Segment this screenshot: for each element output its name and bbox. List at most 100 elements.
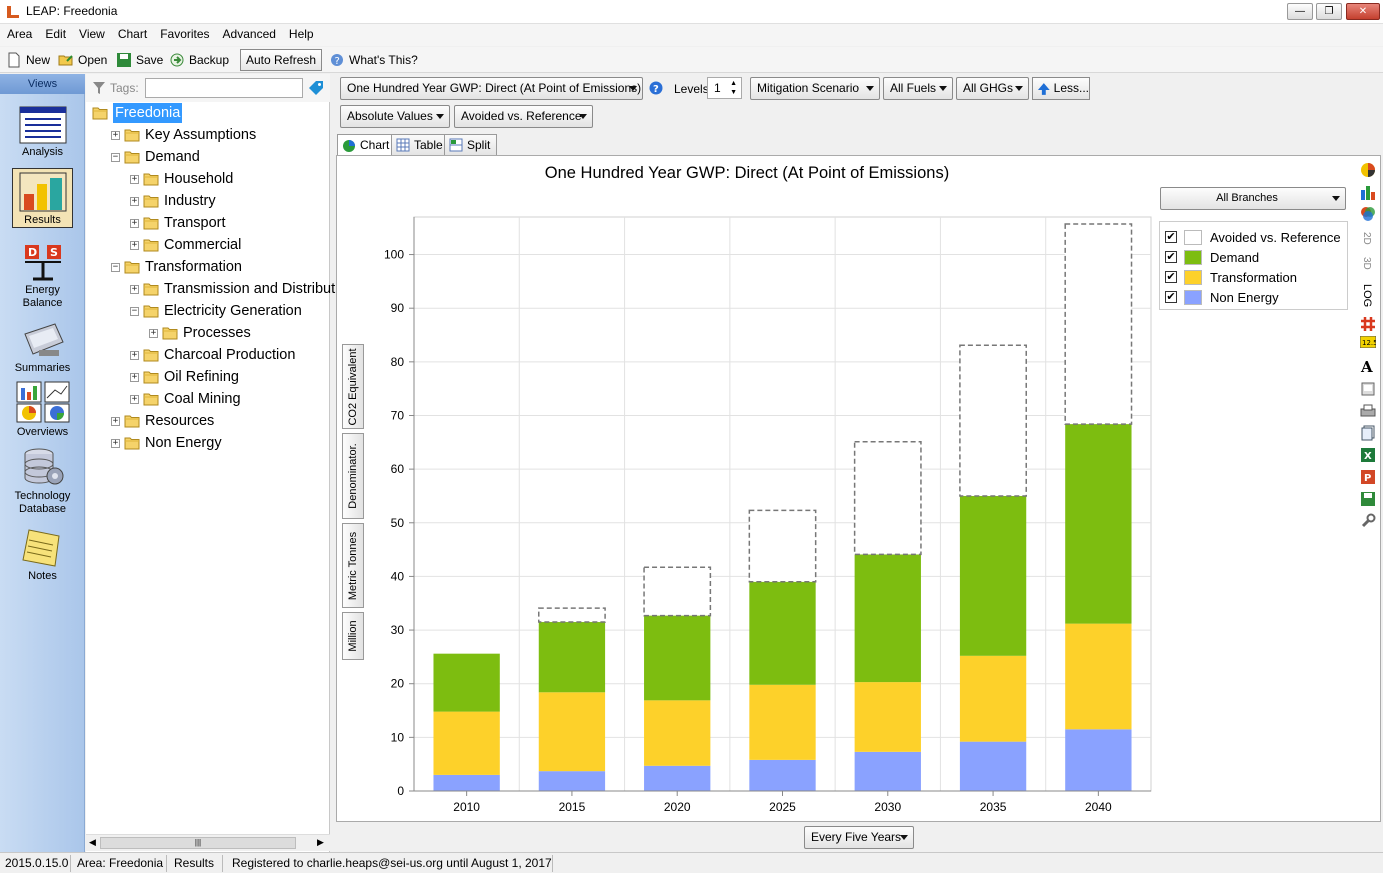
tab-table[interactable]: Table	[391, 134, 450, 155]
copy-icon[interactable]	[1360, 425, 1376, 441]
legend-item[interactable]: ✔ Non Energy	[1165, 288, 1279, 306]
save-chart-icon[interactable]	[1360, 491, 1376, 507]
minimize-button[interactable]: —	[1287, 3, 1313, 20]
expand-icon[interactable]: +	[130, 283, 139, 294]
legend-checkbox[interactable]: ✔	[1165, 291, 1177, 303]
log-scale-toggle[interactable]: LOG	[1361, 284, 1373, 308]
view-overviews[interactable]: Overviews	[0, 380, 85, 439]
menu-chart[interactable]: Chart	[117, 27, 148, 41]
variable-dropdown[interactable]: One Hundred Year GWP: Direct (At Point o…	[340, 77, 643, 100]
tree-node[interactable]: + Transport	[130, 213, 226, 233]
unit-million-button[interactable]: Million	[342, 612, 364, 660]
help-icon[interactable]: ?	[649, 81, 663, 95]
backup-button[interactable]: Backup	[169, 50, 229, 70]
save-button[interactable]: Save	[116, 50, 163, 70]
comparison-dropdown[interactable]: Avoided vs. Reference	[454, 105, 593, 128]
tree-node[interactable]: − Transformation	[111, 257, 242, 277]
ghgs-dropdown[interactable]: All GHGs	[956, 77, 1029, 100]
tree-node[interactable]: Freedonia	[92, 103, 183, 123]
expand-icon[interactable]: +	[130, 239, 139, 250]
expand-icon[interactable]: +	[111, 415, 120, 426]
bar-chart-icon[interactable]	[1360, 184, 1376, 200]
tree-node[interactable]: + Commercial	[130, 235, 241, 255]
tree-node[interactable]: − Electricity Generation	[130, 301, 302, 321]
wrench-icon[interactable]	[1360, 513, 1376, 529]
view-2d-toggle[interactable]: 2D	[1361, 232, 1372, 245]
view-notes[interactable]: Notes	[0, 526, 85, 583]
tree-node[interactable]: + Key Assumptions	[111, 125, 256, 145]
values-mode-dropdown[interactable]: Absolute Values	[340, 105, 450, 128]
print-icon[interactable]	[1360, 403, 1376, 419]
expand-icon[interactable]: +	[130, 349, 139, 360]
tree-horizontal-scrollbar[interactable]: ◀ ||| ▶	[86, 834, 330, 851]
tree-node[interactable]: − Demand	[111, 147, 200, 167]
tree-node[interactable]: + Industry	[130, 191, 216, 211]
levels-spinner[interactable]: 1 ▲ ▼	[707, 77, 742, 99]
powerpoint-icon[interactable]: P	[1360, 469, 1376, 485]
tree-node[interactable]: + Charcoal Production	[130, 345, 295, 365]
menu-advanced[interactable]: Advanced	[222, 27, 276, 41]
view-3d-toggle[interactable]: 3D	[1361, 257, 1372, 270]
tree-node[interactable]: + Coal Mining	[130, 389, 241, 409]
menu-favorites[interactable]: Favorites	[160, 27, 210, 41]
menu-view[interactable]: View	[79, 27, 105, 41]
menu-area[interactable]: Area	[7, 27, 33, 41]
view-summaries[interactable]: Summaries	[0, 320, 85, 375]
menu-edit[interactable]: Edit	[45, 27, 67, 41]
expand-icon[interactable]: +	[130, 371, 139, 382]
tab-chart[interactable]: Chart	[337, 134, 397, 156]
legend-checkbox[interactable]: ✔	[1165, 231, 1177, 243]
whats-this-button[interactable]: ? What's This?	[329, 50, 418, 70]
view-technology-database[interactable]: Technology Database	[0, 446, 85, 516]
view-analysis[interactable]: Analysis	[0, 106, 85, 159]
tree-node[interactable]: + Oil Refining	[130, 367, 239, 387]
less-button[interactable]: Less...	[1032, 77, 1090, 100]
legend-item[interactable]: ✔ Demand	[1165, 248, 1259, 266]
scroll-thumb[interactable]: |||	[100, 837, 296, 849]
excel-icon[interactable]: X	[1360, 447, 1376, 463]
tree-node[interactable]: + Resources	[111, 411, 214, 431]
copy-image-icon[interactable]	[1360, 381, 1376, 397]
filter-funnel-icon[interactable]	[92, 81, 106, 95]
scenario-dropdown[interactable]: Mitigation Scenario	[750, 77, 880, 100]
scroll-left-arrow-icon[interactable]: ◀	[89, 837, 96, 847]
tab-split[interactable]: Split	[444, 134, 498, 155]
restore-button[interactable]: ❐	[1316, 3, 1342, 20]
expand-icon[interactable]: +	[130, 195, 139, 206]
close-button[interactable]: ✕	[1346, 3, 1380, 20]
collapse-icon[interactable]: −	[111, 261, 120, 272]
expand-icon[interactable]: +	[149, 327, 158, 338]
tree-node[interactable]: + Non Energy	[111, 433, 222, 453]
grid-hash-icon[interactable]	[1360, 316, 1376, 332]
auto-refresh-button[interactable]: Auto Refresh	[240, 49, 323, 71]
new-button[interactable]: New	[6, 50, 50, 70]
expand-icon[interactable]: +	[111, 129, 120, 140]
unit-denominator-button[interactable]: Denominator.	[342, 433, 364, 519]
expand-icon[interactable]: +	[111, 437, 120, 448]
unit-co2-equivalent-button[interactable]: CO2 Equivalent	[342, 344, 364, 429]
legend-item[interactable]: ✔ Avoided vs. Reference	[1165, 228, 1341, 246]
spinner-arrows-icon[interactable]: ▲ ▼	[730, 80, 737, 96]
fuels-dropdown[interactable]: All Fuels	[883, 77, 953, 100]
data-labels-icon[interactable]: 12.5	[1360, 336, 1376, 348]
expand-icon[interactable]: +	[130, 173, 139, 184]
branches-dropdown[interactable]: All Branches	[1160, 187, 1346, 210]
palette-icon[interactable]	[1360, 206, 1376, 222]
tree-node[interactable]: + Transmission and Distributi	[130, 279, 338, 299]
menu-help[interactable]: Help	[288, 27, 314, 41]
pie-chart-icon[interactable]	[1360, 162, 1376, 178]
font-icon[interactable]: A	[1360, 358, 1376, 374]
open-button[interactable]: Open	[58, 50, 107, 70]
years-dropdown[interactable]: Every Five Years	[804, 826, 914, 849]
legend-checkbox[interactable]: ✔	[1165, 271, 1177, 283]
expand-icon[interactable]: +	[130, 217, 139, 228]
tree-node[interactable]: + Processes	[149, 323, 251, 343]
view-results[interactable]: Results	[0, 172, 85, 227]
scroll-right-arrow-icon[interactable]: ▶	[317, 837, 324, 847]
unit-metric-tonnes-button[interactable]: Metric Tonnes	[342, 523, 364, 608]
tags-input[interactable]	[145, 78, 303, 98]
tag-icon[interactable]	[308, 80, 324, 96]
tree-node[interactable]: + Household	[130, 169, 233, 189]
collapse-icon[interactable]: −	[111, 151, 120, 162]
